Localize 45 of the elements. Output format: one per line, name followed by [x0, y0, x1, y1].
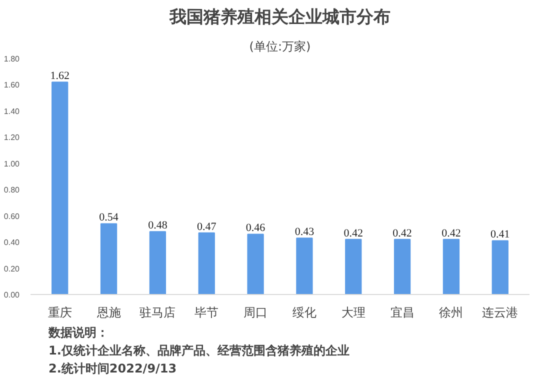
x-tick-label: 驻马店: [140, 306, 176, 320]
data-label: 0.42: [442, 227, 461, 240]
y-tick-label: 1.60: [4, 80, 20, 90]
data-label: 0.46: [246, 222, 266, 234]
data-label: 1.62: [50, 70, 70, 82]
bar: [100, 223, 118, 294]
data-label: 0.48: [148, 220, 168, 232]
data-label: 0.42: [392, 227, 412, 240]
text: 数据说明：: [48, 326, 108, 340]
y-tick-label: 0.60: [4, 212, 20, 221]
chart-title: 我国猪养殖相关企业城市分布: [168, 8, 390, 28]
x-tick-label: 毕节: [194, 306, 219, 320]
data-label: 0.41: [490, 228, 510, 241]
y-tick-label: 0.00: [4, 290, 20, 300]
bar: [52, 82, 68, 294]
y-tick-label: 1.20: [4, 133, 20, 142]
y-tick-label: 1.40: [4, 106, 20, 116]
x-tick-label: 恩施: [96, 306, 121, 320]
data-label: 0.47: [196, 220, 217, 233]
x-tick-label: 徐州: [439, 306, 464, 320]
y-tick-label: 0.40: [4, 238, 20, 248]
bar: [247, 234, 264, 294]
x-tick-label: 绥化: [292, 306, 316, 320]
text: 2.统计时间2022/9/13: [48, 362, 177, 376]
x-tick-label: 周口: [244, 306, 268, 320]
bar: [198, 232, 215, 294]
data-label: 0.54: [99, 212, 119, 224]
y-tick-label: 0.80: [4, 186, 20, 195]
bar: [394, 238, 411, 294]
y-tick-label: 1.00: [4, 159, 20, 168]
bar: [149, 231, 166, 294]
y-tick-label: 1.80: [4, 54, 20, 64]
data-label: 0.42: [344, 227, 364, 240]
x-tick-label: 大理: [341, 306, 366, 320]
bar: [442, 238, 460, 294]
chart-subtitle: (单位:万家): [249, 40, 311, 54]
x-tick-label: 宜昌: [390, 306, 414, 320]
data-label: 0.43: [294, 226, 315, 238]
bar: [492, 240, 508, 294]
bar: [296, 238, 313, 294]
y-tick-label: 0.20: [4, 264, 20, 274]
text: 1.仅统计企业名称、品牌产品、经营范围含猪养殖的企业: [48, 344, 350, 358]
x-tick-label: 连云港: [482, 306, 518, 320]
bar: [345, 238, 362, 294]
x-tick-label: 重庆: [48, 306, 72, 320]
